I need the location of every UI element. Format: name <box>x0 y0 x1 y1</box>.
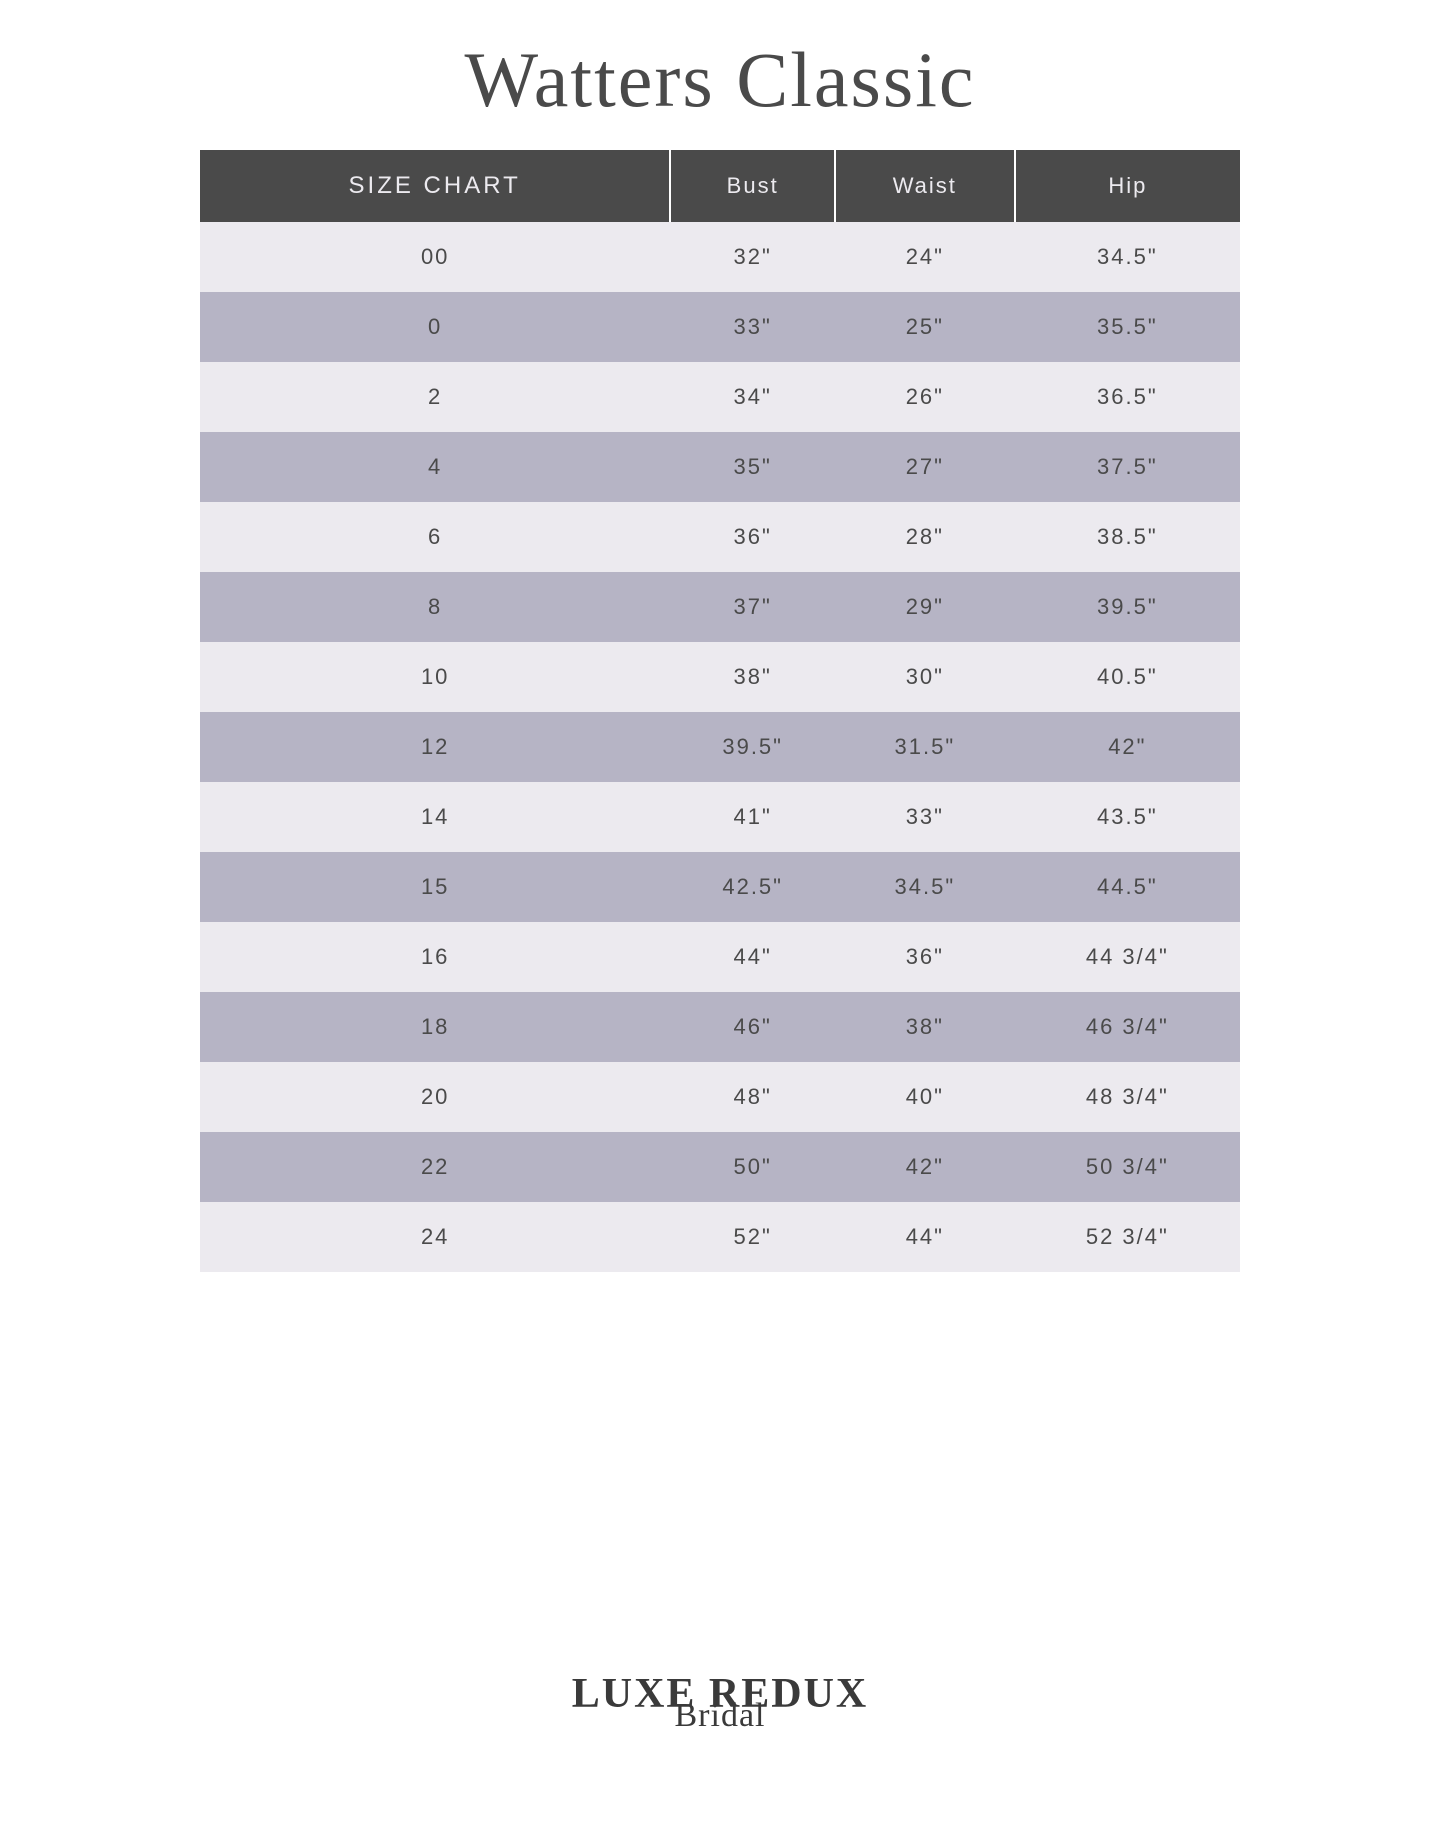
table-cell: 37" <box>670 572 835 642</box>
table-cell: 33" <box>835 782 1015 852</box>
table-cell: 8 <box>200 572 670 642</box>
col-bust: Bust <box>670 150 835 222</box>
table-row: 636"28"38.5" <box>200 502 1240 572</box>
table-cell: 39.5" <box>670 712 835 782</box>
table-cell: 6 <box>200 502 670 572</box>
table-cell: 38.5" <box>1015 502 1240 572</box>
table-cell: 25" <box>835 292 1015 362</box>
table-row: 1644"36"44 3/4" <box>200 922 1240 992</box>
table-cell: 16 <box>200 922 670 992</box>
table-row: 0032"24"34.5" <box>200 222 1240 292</box>
table-cell: 36" <box>670 502 835 572</box>
table-cell: 40.5" <box>1015 642 1240 712</box>
table-cell: 44" <box>670 922 835 992</box>
size-chart-table: SIZE CHART Bust Waist Hip 0032"24"34.5"0… <box>200 150 1240 1272</box>
table-cell: 37.5" <box>1015 432 1240 502</box>
table-cell: 24" <box>835 222 1015 292</box>
table-row: 2048"40"48 3/4" <box>200 1062 1240 1132</box>
table-cell: 24 <box>200 1202 670 1272</box>
table-row: 2452"44"52 3/4" <box>200 1202 1240 1272</box>
table-cell: 39.5" <box>1015 572 1240 642</box>
table-header-row: SIZE CHART Bust Waist Hip <box>200 150 1240 222</box>
table-cell: 42.5" <box>670 852 835 922</box>
table-cell: 2 <box>200 362 670 432</box>
table-cell: 38" <box>670 642 835 712</box>
table-cell: 10 <box>200 642 670 712</box>
table-cell: 44 3/4" <box>1015 922 1240 992</box>
table-cell: 50 3/4" <box>1015 1132 1240 1202</box>
table-row: 1038"30"40.5" <box>200 642 1240 712</box>
table-cell: 46 3/4" <box>1015 992 1240 1062</box>
table-cell: 28" <box>835 502 1015 572</box>
table-cell: 22 <box>200 1132 670 1202</box>
table-cell: 46" <box>670 992 835 1062</box>
col-waist: Waist <box>835 150 1015 222</box>
table-cell: 34.5" <box>1015 222 1240 292</box>
col-hip: Hip <box>1015 150 1240 222</box>
table-cell: 48 3/4" <box>1015 1062 1240 1132</box>
table-row: 837"29"39.5" <box>200 572 1240 642</box>
table-cell: 29" <box>835 572 1015 642</box>
table-cell: 44" <box>835 1202 1015 1272</box>
footer-logo: LUXE REDUX Bridal <box>0 1673 1440 1735</box>
table-row: 2250"42"50 3/4" <box>200 1132 1240 1202</box>
table-cell: 41" <box>670 782 835 852</box>
table-cell: 35" <box>670 432 835 502</box>
table-row: 1239.5"31.5"42" <box>200 712 1240 782</box>
table-cell: 50" <box>670 1132 835 1202</box>
table-body: 0032"24"34.5"033"25"35.5"234"26"36.5"435… <box>200 222 1240 1272</box>
table-cell: 30" <box>835 642 1015 712</box>
table-row: 435"27"37.5" <box>200 432 1240 502</box>
table-cell: 43.5" <box>1015 782 1240 852</box>
table-cell: 18 <box>200 992 670 1062</box>
table-cell: 35.5" <box>1015 292 1240 362</box>
table-cell: 52" <box>670 1202 835 1272</box>
table-cell: 44.5" <box>1015 852 1240 922</box>
table-cell: 48" <box>670 1062 835 1132</box>
table-cell: 42" <box>835 1132 1015 1202</box>
page-title: Watters Classic <box>0 35 1440 125</box>
table-cell: 27" <box>835 432 1015 502</box>
table-cell: 00 <box>200 222 670 292</box>
table-cell: 40" <box>835 1062 1015 1132</box>
table-cell: 20 <box>200 1062 670 1132</box>
table-row: 1441"33"43.5" <box>200 782 1240 852</box>
table-cell: 26" <box>835 362 1015 432</box>
table-cell: 42" <box>1015 712 1240 782</box>
table-cell: 36.5" <box>1015 362 1240 432</box>
table-cell: 38" <box>835 992 1015 1062</box>
table-cell: 36" <box>835 922 1015 992</box>
table-row: 234"26"36.5" <box>200 362 1240 432</box>
table-cell: 33" <box>670 292 835 362</box>
table-cell: 15 <box>200 852 670 922</box>
table-row: 1542.5"34.5"44.5" <box>200 852 1240 922</box>
table-cell: 34" <box>670 362 835 432</box>
brand-subtitle: Bridal <box>0 1697 1440 1735</box>
col-size: SIZE CHART <box>200 150 670 222</box>
table-row: 1846"38"46 3/4" <box>200 992 1240 1062</box>
table-cell: 32" <box>670 222 835 292</box>
table-cell: 31.5" <box>835 712 1015 782</box>
table-row: 033"25"35.5" <box>200 292 1240 362</box>
table-cell: 52 3/4" <box>1015 1202 1240 1272</box>
table-cell: 4 <box>200 432 670 502</box>
table-cell: 34.5" <box>835 852 1015 922</box>
table-cell: 0 <box>200 292 670 362</box>
table-cell: 14 <box>200 782 670 852</box>
table-cell: 12 <box>200 712 670 782</box>
